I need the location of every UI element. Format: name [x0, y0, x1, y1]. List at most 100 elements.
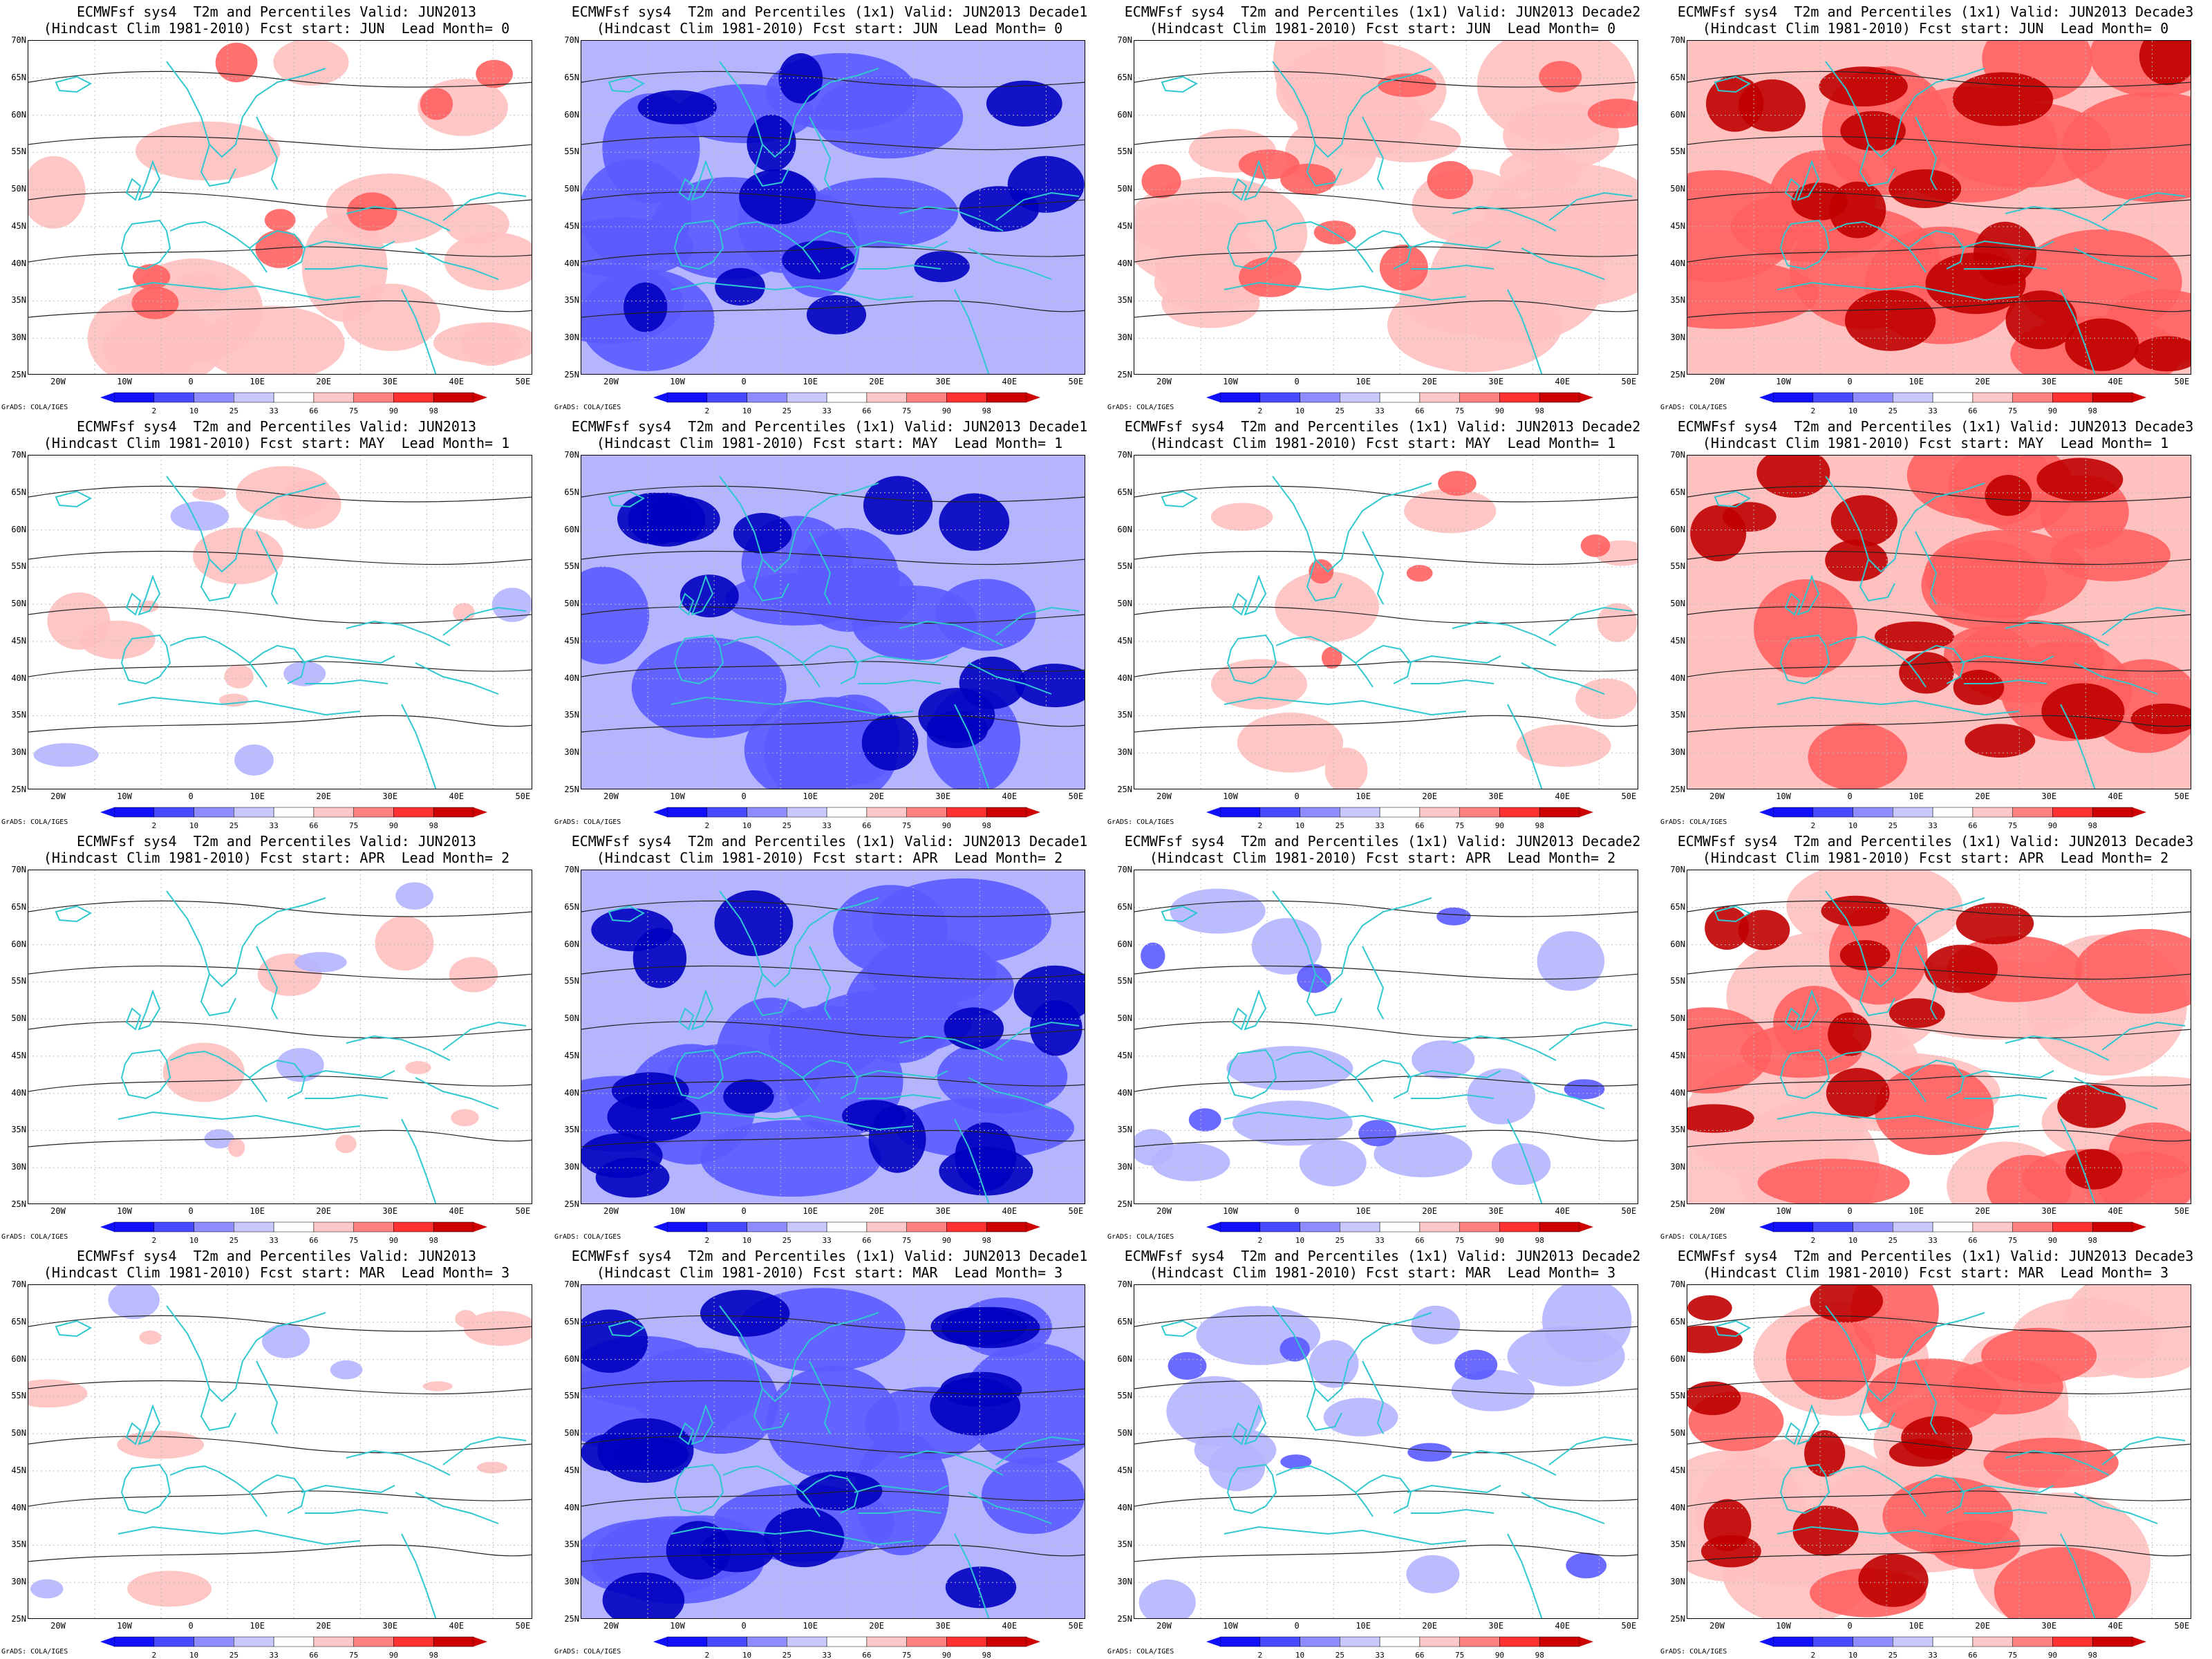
- latitude-label: 60N: [1670, 939, 1685, 949]
- longitude-label: 20E: [1422, 1621, 1438, 1631]
- temperature-contour: [28, 661, 532, 677]
- colorbar-segment: [153, 807, 194, 818]
- latitude-label: 70N: [11, 1280, 26, 1289]
- map-area: [28, 40, 532, 375]
- latitude-label: 45N: [11, 1050, 26, 1060]
- colorbar-segment: [1219, 1636, 1261, 1647]
- percentile-shading: [1866, 1358, 2002, 1434]
- percentile-shading: [192, 527, 284, 585]
- longitude-label: 0: [1847, 1206, 1853, 1216]
- longitude-label: 10E: [1909, 1621, 1924, 1631]
- latitude-label: 65N: [11, 72, 26, 82]
- latitude-label: 50N: [1117, 599, 1132, 609]
- percentile-shading: [1828, 1012, 1872, 1056]
- latitude-label: 30N: [1117, 1577, 1132, 1587]
- coastline: [858, 679, 941, 684]
- colorbar-segment: [666, 1636, 708, 1647]
- percentile-shading: [1141, 164, 1181, 198]
- colorbar-tick-label: 75: [1455, 821, 1465, 830]
- latitude-label: 65N: [1670, 1316, 1685, 1327]
- latitude-label: 60N: [564, 1353, 579, 1364]
- map-area: [1687, 455, 2191, 789]
- colorbar-segment: [747, 392, 787, 403]
- colorbar-high-arrow: [474, 807, 487, 817]
- colorbar-tick-label: 2: [1257, 1236, 1263, 1244]
- coastline: [2074, 662, 2158, 695]
- percentile-shading: [1792, 1506, 1859, 1556]
- percentile-shading: [1374, 1131, 1472, 1178]
- latitude-label: 50N: [564, 1013, 579, 1024]
- percentile-shading: [1378, 73, 1436, 97]
- percentile-shading: [127, 1571, 212, 1607]
- coastline: [1407, 240, 1501, 250]
- coastline: [1797, 160, 1820, 201]
- percentile-shading: [666, 1521, 731, 1580]
- colorbar-tick-label: 66: [1968, 406, 1978, 415]
- longitude-label: 20E: [1422, 377, 1438, 386]
- coastline: [118, 1111, 361, 1131]
- longitude-label: 50E: [1621, 1206, 1637, 1216]
- percentile-shading: [1687, 1295, 1732, 1321]
- coastline: [415, 662, 499, 695]
- colorbar-segment: [113, 1221, 155, 1232]
- panel-title: ECMWFsf sys4 T2m and Percentiles (1x1) V…: [571, 833, 1088, 850]
- percentile-shading: [1952, 72, 2054, 126]
- colorbar-low-arrow: [1759, 1222, 1773, 1232]
- map-panel: ECMWFsf sys4 T2m and Percentiles (1x1) V…: [553, 0, 1106, 415]
- colorbar-tick-label: 90: [388, 821, 399, 830]
- latitude-label: 40N: [1117, 1087, 1132, 1098]
- coastline: [995, 1436, 1080, 1465]
- colorbar-tick-label: 66: [1415, 821, 1425, 830]
- percentile-shading: [1930, 1520, 2021, 1569]
- longitude-label: 10E: [1909, 377, 1924, 386]
- latitude-label: 35N: [564, 710, 579, 720]
- coastline: [722, 221, 772, 232]
- latitude-label: 55N: [11, 976, 26, 986]
- percentile-shading: [1956, 903, 2034, 945]
- colorbar-tick-label: 2: [151, 1236, 157, 1244]
- percentile-shading: [236, 466, 332, 521]
- coastline: [673, 634, 724, 685]
- coastline: [1714, 905, 1752, 923]
- coastline: [125, 178, 142, 201]
- coastline: [1784, 592, 1801, 616]
- longitude-label: 30E: [935, 1206, 951, 1216]
- latitude-label: 70N: [1670, 450, 1685, 460]
- coastline: [691, 989, 714, 1031]
- map-area: [1687, 1284, 2191, 1619]
- coastline: [722, 1465, 772, 1476]
- percentile-shading: [1874, 1064, 1994, 1155]
- percentile-shading: [805, 989, 973, 1056]
- colorbar-segment: [1259, 807, 1300, 818]
- coastline: [1244, 160, 1267, 201]
- latitude-label: 30N: [564, 1162, 579, 1172]
- coastline: [1779, 219, 1830, 270]
- colorbar-tick-label: 2: [1810, 821, 1816, 830]
- map-area: [28, 870, 532, 1204]
- latitude-label: 45N: [11, 221, 26, 231]
- colorbar-segment: [1419, 1221, 1460, 1232]
- colorbar-segment: [706, 807, 747, 818]
- coastline: [125, 592, 142, 616]
- colorbar-segment: [1893, 1221, 1933, 1232]
- colorbar-segment: [1853, 1636, 1893, 1647]
- percentile-shading: [276, 1048, 324, 1082]
- colorbar-segment: [747, 1221, 787, 1232]
- percentile-colorbar: [653, 1221, 1040, 1233]
- temperature-contour: [28, 606, 532, 624]
- temperature-contour: [581, 300, 1085, 318]
- colorbar-tick-label: 10: [1848, 406, 1858, 415]
- colorbar-tick-label: 33: [1928, 821, 1938, 830]
- map-panel: ECMWFsf sys4 T2m and Percentiles (1x1) V…: [1106, 1244, 1659, 1659]
- panel-subtitle: (Hindcast Clim 1981-2010) Fcst start: JU…: [1702, 20, 2169, 37]
- longitude-label: 10E: [250, 1206, 265, 1216]
- latitude-label: 30N: [1670, 747, 1685, 758]
- coastline: [1825, 1305, 1985, 1403]
- temperature-contour: [1687, 1380, 2191, 1395]
- colorbar-tick-label: 90: [388, 406, 399, 415]
- coastline: [1226, 219, 1277, 270]
- colorbar-segment: [1419, 1636, 1460, 1647]
- latitude-label: 70N: [1670, 1280, 1685, 1289]
- coastline: [968, 1492, 1052, 1524]
- colorbar-tick-label: 10: [742, 1651, 752, 1659]
